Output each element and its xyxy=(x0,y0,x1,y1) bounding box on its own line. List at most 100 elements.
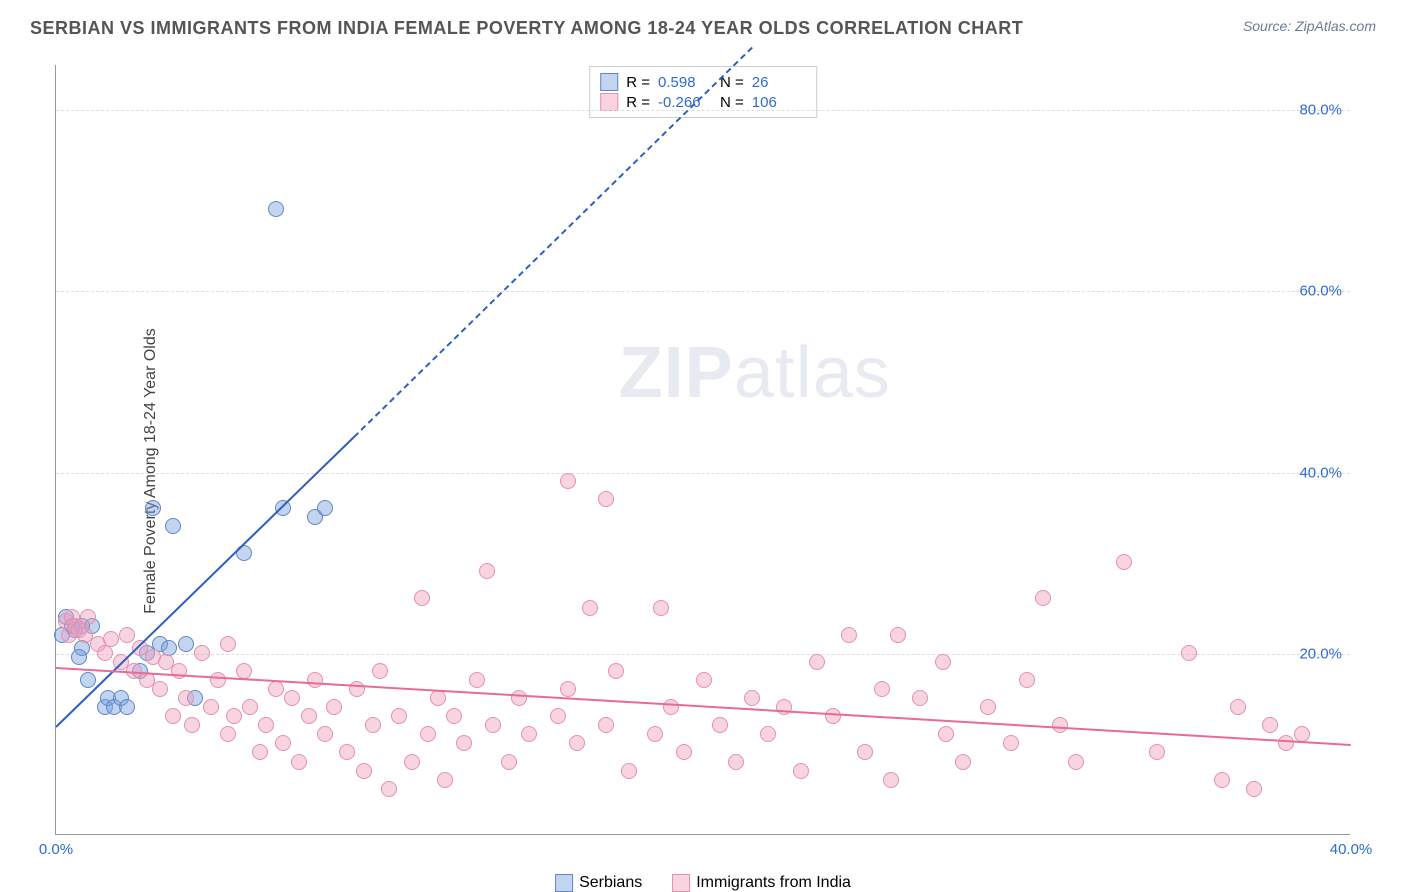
data-point xyxy=(80,609,96,625)
data-point xyxy=(582,600,598,616)
watermark: ZIPatlas xyxy=(619,332,891,414)
data-point xyxy=(883,772,899,788)
data-point xyxy=(242,699,258,715)
data-point xyxy=(178,636,194,652)
data-point xyxy=(220,636,236,652)
data-point xyxy=(103,631,119,647)
data-point xyxy=(210,672,226,688)
data-point xyxy=(712,717,728,733)
data-point xyxy=(414,590,430,606)
data-point xyxy=(793,763,809,779)
legend-swatch xyxy=(555,874,573,892)
data-point xyxy=(317,500,333,516)
stats-swatch xyxy=(600,73,618,91)
data-point xyxy=(676,744,692,760)
data-point xyxy=(841,627,857,643)
data-point xyxy=(1035,590,1051,606)
data-point xyxy=(663,699,679,715)
data-point xyxy=(236,663,252,679)
data-point xyxy=(511,690,527,706)
data-point xyxy=(1019,672,1035,688)
data-point xyxy=(1116,554,1132,570)
data-point xyxy=(608,663,624,679)
chart-title: SERBIAN VS IMMIGRANTS FROM INDIA FEMALE … xyxy=(30,18,1023,39)
data-point xyxy=(621,763,637,779)
data-point xyxy=(119,627,135,643)
stat-r-value: 0.598 xyxy=(658,74,712,91)
stat-r-label: R = xyxy=(626,94,650,111)
data-point xyxy=(381,781,397,797)
data-point xyxy=(598,717,614,733)
data-point xyxy=(145,500,161,516)
data-point xyxy=(598,491,614,507)
data-point xyxy=(1278,735,1294,751)
data-point xyxy=(825,708,841,724)
legend-item: Serbians xyxy=(555,874,642,892)
stats-row: R =0.598N =26 xyxy=(600,73,806,91)
stats-swatch xyxy=(600,93,618,111)
gridline xyxy=(56,110,1350,111)
data-point xyxy=(226,708,242,724)
data-point xyxy=(301,708,317,724)
data-point xyxy=(912,690,928,706)
data-point xyxy=(326,699,342,715)
data-point xyxy=(356,763,372,779)
data-point xyxy=(1230,699,1246,715)
trend-line-extrapolated xyxy=(353,47,753,438)
stat-r-label: R = xyxy=(626,74,650,91)
data-point xyxy=(1052,717,1068,733)
data-point xyxy=(203,699,219,715)
plot-area: ZIPatlas R =0.598N =26R =-0.266N =106 20… xyxy=(55,65,1350,835)
data-point xyxy=(339,744,355,760)
data-point xyxy=(647,726,663,742)
data-point xyxy=(479,563,495,579)
stat-n-label: N = xyxy=(720,94,744,111)
data-point xyxy=(1262,717,1278,733)
y-tick-label: 80.0% xyxy=(1299,102,1342,119)
data-point xyxy=(307,672,323,688)
data-point xyxy=(291,754,307,770)
legend-label: Immigrants from India xyxy=(696,874,851,892)
data-point xyxy=(258,717,274,733)
data-point xyxy=(252,744,268,760)
chart-container: Female Poverty Among 18-24 Year Olds ZIP… xyxy=(0,50,1406,892)
data-point xyxy=(430,690,446,706)
data-point xyxy=(165,518,181,534)
data-point xyxy=(469,672,485,688)
data-point xyxy=(890,627,906,643)
legend-item: Immigrants from India xyxy=(672,874,851,892)
y-tick-label: 20.0% xyxy=(1299,645,1342,662)
watermark-atlas: atlas xyxy=(734,333,891,413)
legend: Serbians Immigrants from India xyxy=(555,874,851,892)
data-point xyxy=(696,672,712,688)
data-point xyxy=(437,772,453,788)
data-point xyxy=(935,654,951,670)
data-point xyxy=(284,690,300,706)
watermark-zip: ZIP xyxy=(619,333,734,413)
data-point xyxy=(268,201,284,217)
data-point xyxy=(268,681,284,697)
data-point xyxy=(275,735,291,751)
data-point xyxy=(809,654,825,670)
data-point xyxy=(569,735,585,751)
gridline xyxy=(56,654,1350,655)
data-point xyxy=(744,690,760,706)
data-point xyxy=(1181,645,1197,661)
data-point xyxy=(165,708,181,724)
x-tick-label: 0.0% xyxy=(39,841,73,858)
data-point xyxy=(365,717,381,733)
data-point xyxy=(1068,754,1084,770)
legend-swatch xyxy=(672,874,690,892)
data-point xyxy=(938,726,954,742)
data-point xyxy=(560,681,576,697)
legend-label: Serbians xyxy=(579,874,642,892)
data-point xyxy=(857,744,873,760)
stat-n-value: 26 xyxy=(752,74,806,91)
source-attribution: Source: ZipAtlas.com xyxy=(1243,18,1376,34)
gridline xyxy=(56,291,1350,292)
data-point xyxy=(71,649,87,665)
data-point xyxy=(184,717,200,733)
data-point xyxy=(521,726,537,742)
data-point xyxy=(501,754,517,770)
data-point xyxy=(1214,772,1230,788)
